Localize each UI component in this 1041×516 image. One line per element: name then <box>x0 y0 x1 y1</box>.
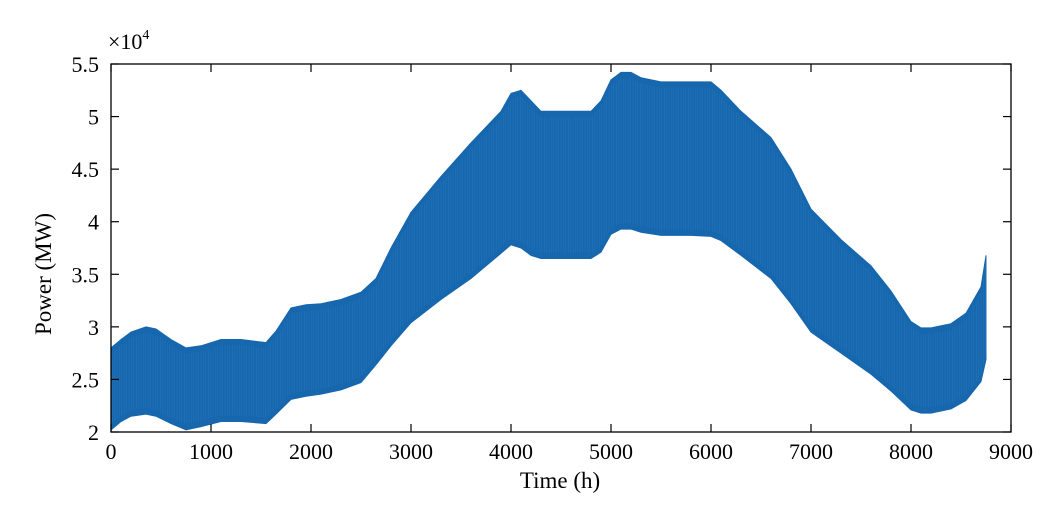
y-tick-label: 2 <box>88 420 99 445</box>
x-axis-label: Time (h) <box>520 468 600 493</box>
x-tick-labels: 0 1000 2000 3000 4000 5000 6000 7000 8000 9000 <box>106 439 1034 464</box>
x-tick-label: 4000 <box>489 439 533 464</box>
y-tick-label: 5.5 <box>72 52 100 77</box>
x-tick-label: 8000 <box>889 439 933 464</box>
y-axis-label: Power (MW) <box>31 213 56 335</box>
y-tick-label: 3.5 <box>72 262 100 287</box>
y-tick-label: 3 <box>88 315 99 340</box>
y-tick-label: 4 <box>88 210 99 235</box>
x-tick-label: 9000 <box>989 439 1033 464</box>
y-tick-label: 5 <box>88 105 99 130</box>
y-tick-label: 4.5 <box>72 157 100 182</box>
x-tick-label: 6000 <box>689 439 733 464</box>
power-band-area <box>110 71 987 431</box>
axis-ticks <box>110 63 1012 433</box>
x-tick-label: 1000 <box>189 439 233 464</box>
y-tick-labels: 2 2.5 3 3.5 4 4.5 5 5.5 <box>72 52 100 445</box>
x-tick-label: 2000 <box>289 439 333 464</box>
plot-frame <box>110 63 1012 433</box>
x-tick-label: 7000 <box>789 439 833 464</box>
power-series-band <box>110 71 987 431</box>
y-axis-multiplier: ×104 <box>108 28 149 54</box>
oscillation-texture <box>111 78 987 424</box>
y-tick-label: 2.5 <box>72 367 100 392</box>
x-tick-label: 3000 <box>389 439 433 464</box>
x-tick-label: 0 <box>106 439 117 464</box>
x-tick-label: 5000 <box>589 439 633 464</box>
